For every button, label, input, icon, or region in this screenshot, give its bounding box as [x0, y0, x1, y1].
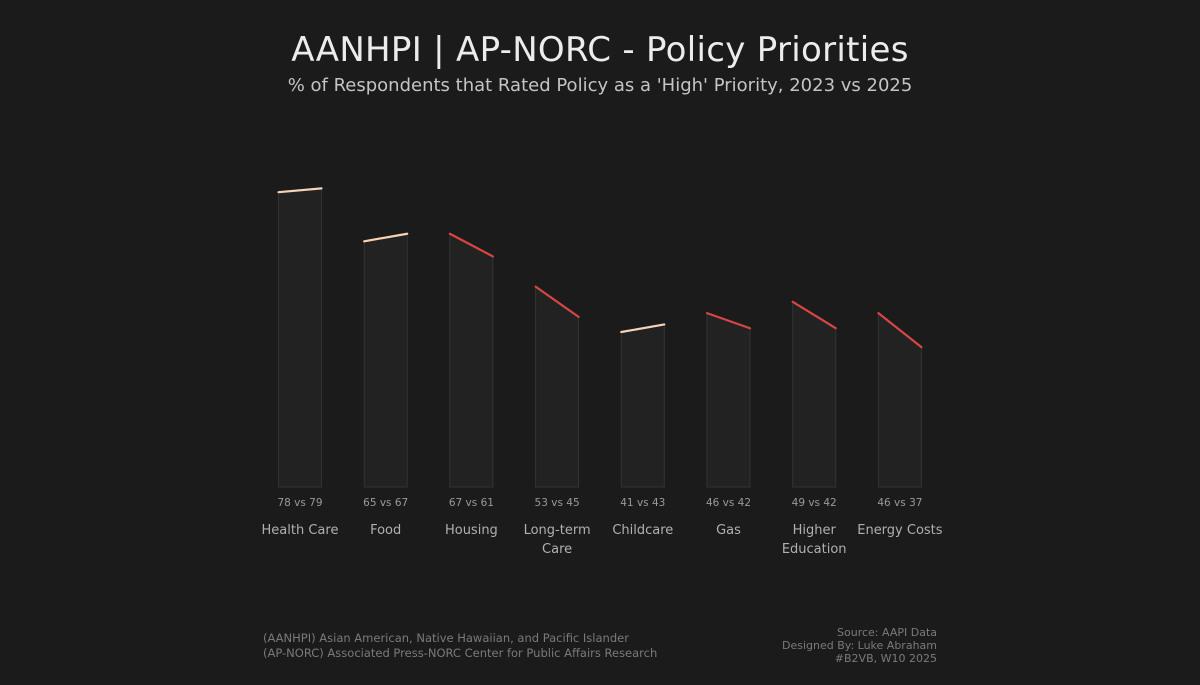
category-label-childcare: Childcare — [612, 523, 673, 538]
value-label-energy-costs: 46 vs 37 — [877, 497, 922, 509]
category-label-line: Gas — [716, 523, 741, 538]
bar-higher-education[interactable] — [792, 300, 837, 488]
category-label-line: Food — [370, 523, 401, 538]
bar-energy-costs[interactable] — [877, 312, 922, 488]
category-label-food: Food — [370, 523, 401, 538]
category-label-line: Health Care — [262, 523, 339, 538]
slope-line-long-term-care[interactable] — [534, 285, 580, 318]
footnote-ap-norc: (AP-NORC) Associated Press-NORC Center f… — [263, 646, 658, 660]
bar-childcare[interactable] — [620, 323, 665, 488]
designer-credit: Designed By: Luke Abraham — [781, 639, 937, 652]
value-label-higher-education: 49 vs 42 — [792, 497, 837, 509]
chart-title: AANHPI | AP-NORC - Policy Priorities — [291, 30, 909, 70]
slope-line-gas[interactable] — [705, 312, 752, 330]
value-label-gas: 46 vs 42 — [706, 497, 751, 509]
bar-housing[interactable] — [449, 232, 494, 488]
slope-line-food[interactable] — [363, 232, 409, 243]
category-label-health-care: Health Care — [262, 523, 339, 538]
category-label-line: Care — [542, 542, 572, 557]
value-label-food: 65 vs 67 — [363, 497, 408, 509]
bar-health-care[interactable] — [278, 187, 322, 488]
category-label-line: Long-term — [524, 523, 591, 538]
value-label-health-care: 78 vs 79 — [277, 497, 322, 509]
slope-line-energy-costs[interactable] — [877, 312, 923, 349]
category-label-line: Energy Costs — [857, 523, 943, 538]
category-label-energy-costs: Energy Costs — [857, 523, 943, 538]
footnote-credits: Source: AAPI Data Designed By: Luke Abra… — [700, 626, 937, 665]
category-label-line: Education — [782, 542, 847, 557]
value-label-long-term-care: 53 vs 45 — [535, 497, 580, 509]
footnote-definitions: (AANHPI) Asian American, Native Hawaiian… — [263, 631, 657, 661]
chart-subtitle: % of Respondents that Rated Policy as a … — [287, 75, 913, 96]
category-label-line: Housing — [445, 523, 498, 538]
slope-line-housing[interactable] — [448, 232, 494, 258]
slope-line-childcare[interactable] — [620, 323, 666, 334]
category-label-line: Higher — [793, 523, 837, 538]
slope-line-health-care[interactable] — [277, 187, 323, 194]
bar-long-term-care[interactable] — [535, 285, 580, 488]
category-label-gas: Gas — [716, 523, 741, 538]
category-label-line: Childcare — [612, 523, 673, 538]
footnote-aanhpi: (AANHPI) Asian American, Native Hawaiian… — [263, 631, 629, 645]
value-label-childcare: 41 vs 43 — [620, 497, 665, 509]
source-credit: Source: AAPI Data — [837, 626, 937, 639]
bar-gas[interactable] — [706, 312, 751, 488]
challenge-tag: #B2VB, W10 2025 — [834, 652, 937, 665]
bar-food[interactable] — [363, 233, 408, 488]
value-label-housing: 67 vs 61 — [449, 497, 494, 509]
slope-line-higher-education[interactable] — [791, 300, 837, 330]
category-label-long-term-care: Long-term Care — [524, 523, 591, 557]
category-label-higher-education: Higher Education — [782, 523, 847, 557]
category-label-housing: Housing — [445, 523, 498, 538]
